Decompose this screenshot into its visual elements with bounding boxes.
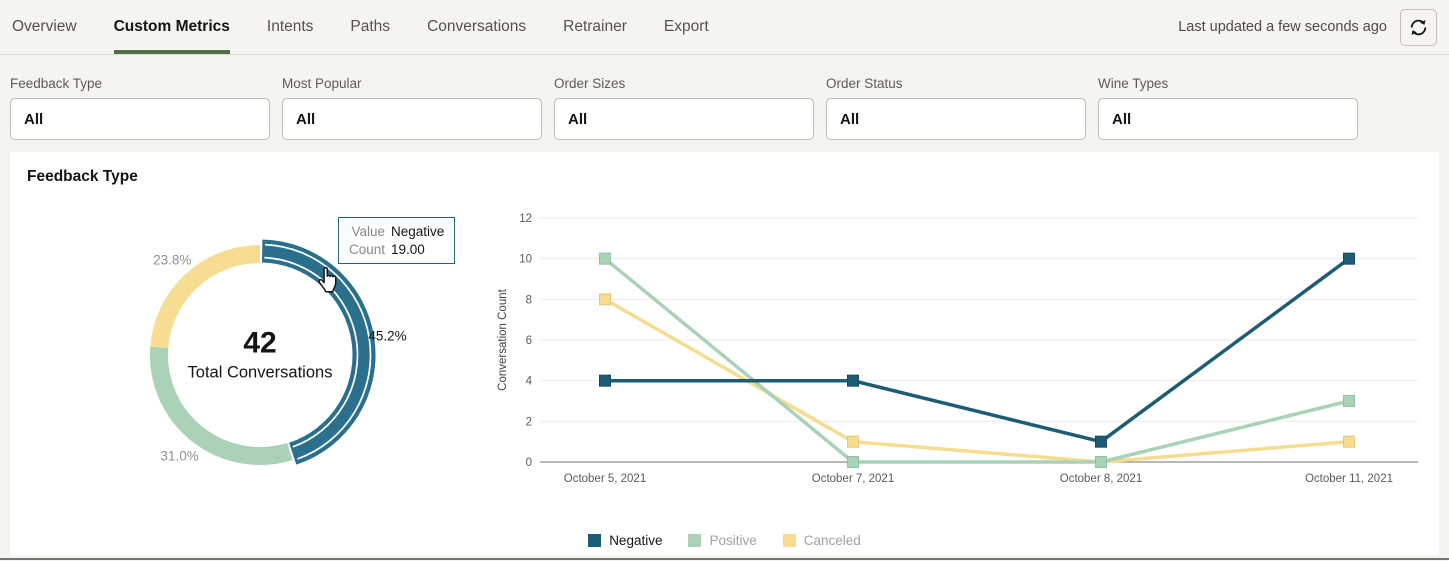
filter-most-popular: Most Popular All — [282, 76, 542, 140]
x-tick: October 5, 2021 — [564, 473, 646, 485]
y-axis-title: Conversation Count — [497, 288, 509, 390]
y-tick: 10 — [519, 254, 532, 266]
filter-label: Order Sizes — [554, 76, 626, 91]
legend-item-canceled[interactable]: Canceled — [782, 533, 861, 548]
filter-select-order-sizes[interactable]: All — [554, 98, 814, 140]
legend-swatch-negative — [588, 534, 602, 547]
filter-select-most-popular[interactable]: All — [282, 98, 542, 140]
legend-label: Canceled — [803, 533, 861, 548]
marker-canceled-3[interactable] — [1343, 435, 1355, 448]
x-tick: October 7, 2021 — [812, 473, 894, 485]
tooltip-label: Count — [349, 242, 386, 257]
donut-tooltip: Value Negative Count 19.00 — [338, 217, 456, 264]
donut-chart — [150, 239, 376, 465]
x-tick: October 8, 2021 — [1060, 473, 1142, 485]
donut-pct-canceled: 23.8% — [153, 252, 192, 268]
line-series-canceled — [603, 297, 1351, 464]
tooltip-value: 19.00 — [391, 242, 425, 257]
tab-intents[interactable]: Intents — [266, 18, 314, 35]
marker-positive-1[interactable] — [847, 456, 859, 468]
tab-overview[interactable]: Overview — [12, 18, 77, 35]
feedback-type-panel: Feedback Type 42 Total Conversations Val… — [10, 152, 1439, 555]
tab-paths[interactable]: Paths — [350, 18, 391, 35]
y-tick: 0 — [526, 457, 532, 469]
tab-custom-metrics[interactable]: Custom Metrics — [113, 0, 231, 54]
line-series-positive — [603, 256, 1351, 464]
filter-wine-types: Wine Types All — [1098, 76, 1358, 140]
marker-canceled-0[interactable] — [599, 293, 611, 306]
filter-select-wine-types[interactable]: All — [1098, 98, 1358, 140]
marker-positive-0[interactable] — [599, 252, 611, 265]
tooltip-value: Negative — [391, 224, 445, 239]
marker-canceled-1[interactable] — [847, 435, 859, 448]
marker-negative-0[interactable] — [599, 374, 611, 387]
topbar-right: Last updated a few seconds ago — [1178, 0, 1437, 54]
marker-positive-2[interactable] — [1095, 456, 1107, 468]
refresh-icon — [1408, 17, 1429, 38]
top-tab-bar: Overview Custom Metrics Intents Paths Conver… — [0, 0, 1449, 55]
filter-order-sizes: Order Sizes All — [554, 76, 814, 140]
panel-title: Feedback Type — [27, 168, 138, 185]
filter-label: Order Status — [826, 76, 903, 91]
filter-order-status: Order Status All — [826, 76, 1086, 140]
donut-slice-positive[interactable] — [150, 346, 293, 465]
legend-label: Negative — [609, 533, 663, 548]
tab-conversations[interactable]: Conversations — [427, 18, 527, 35]
filter-label: Wine Types — [1098, 76, 1169, 91]
line-chart: 0 2 4 6 8 10 12 October 5, 2021 October 7, 2021 O… — [497, 213, 1418, 485]
tab-export[interactable]: Export — [663, 18, 709, 35]
marker-negative-1[interactable] — [847, 374, 859, 387]
legend-item-negative[interactable]: Negative — [588, 533, 662, 548]
x-tick: October 11, 2021 — [1305, 473, 1393, 485]
refresh-button[interactable] — [1400, 8, 1437, 46]
y-tick: 8 — [526, 294, 532, 306]
y-tick: 6 — [526, 335, 532, 347]
bottom-divider — [0, 558, 1449, 560]
donut-pct-positive: 31.0% — [160, 448, 199, 464]
y-tick: 2 — [526, 416, 532, 428]
tooltip-label: Value — [351, 224, 386, 239]
y-tick: 12 — [519, 213, 532, 225]
filter-label: Feedback Type — [10, 76, 103, 91]
filter-feedback-type: Feedback Type All — [10, 76, 270, 140]
marker-positive-3[interactable] — [1343, 395, 1355, 407]
filter-row: Feedback Type All Most Popular All Order Siz… — [10, 76, 1358, 140]
tab-retrainer[interactable]: Retrainer — [563, 18, 627, 35]
filter-select-feedback-type[interactable]: All — [10, 98, 270, 140]
legend-swatch-canceled — [782, 534, 796, 547]
donut-pct-negative: 45.2% — [368, 328, 407, 344]
last-updated-text: Last updated a few seconds ago — [1178, 19, 1387, 35]
marker-negative-2[interactable] — [1095, 435, 1107, 448]
legend-swatch-positive — [688, 534, 702, 547]
marker-negative-3[interactable] — [1343, 252, 1355, 265]
legend-item-positive[interactable]: Positive — [688, 533, 757, 548]
chart-legend: Negative Positive Canceled — [10, 533, 1439, 548]
donut-slice-canceled[interactable] — [150, 245, 261, 349]
donut-slice-negative[interactable] — [261, 239, 376, 465]
filter-label: Most Popular — [282, 76, 362, 91]
y-tick: 4 — [526, 376, 533, 388]
tab-list: Overview Custom Metrics Intents Paths Conver… — [12, 0, 709, 54]
filter-select-order-status[interactable]: All — [826, 98, 1086, 140]
line-series-negative — [603, 256, 1351, 444]
legend-label: Positive — [709, 533, 757, 548]
